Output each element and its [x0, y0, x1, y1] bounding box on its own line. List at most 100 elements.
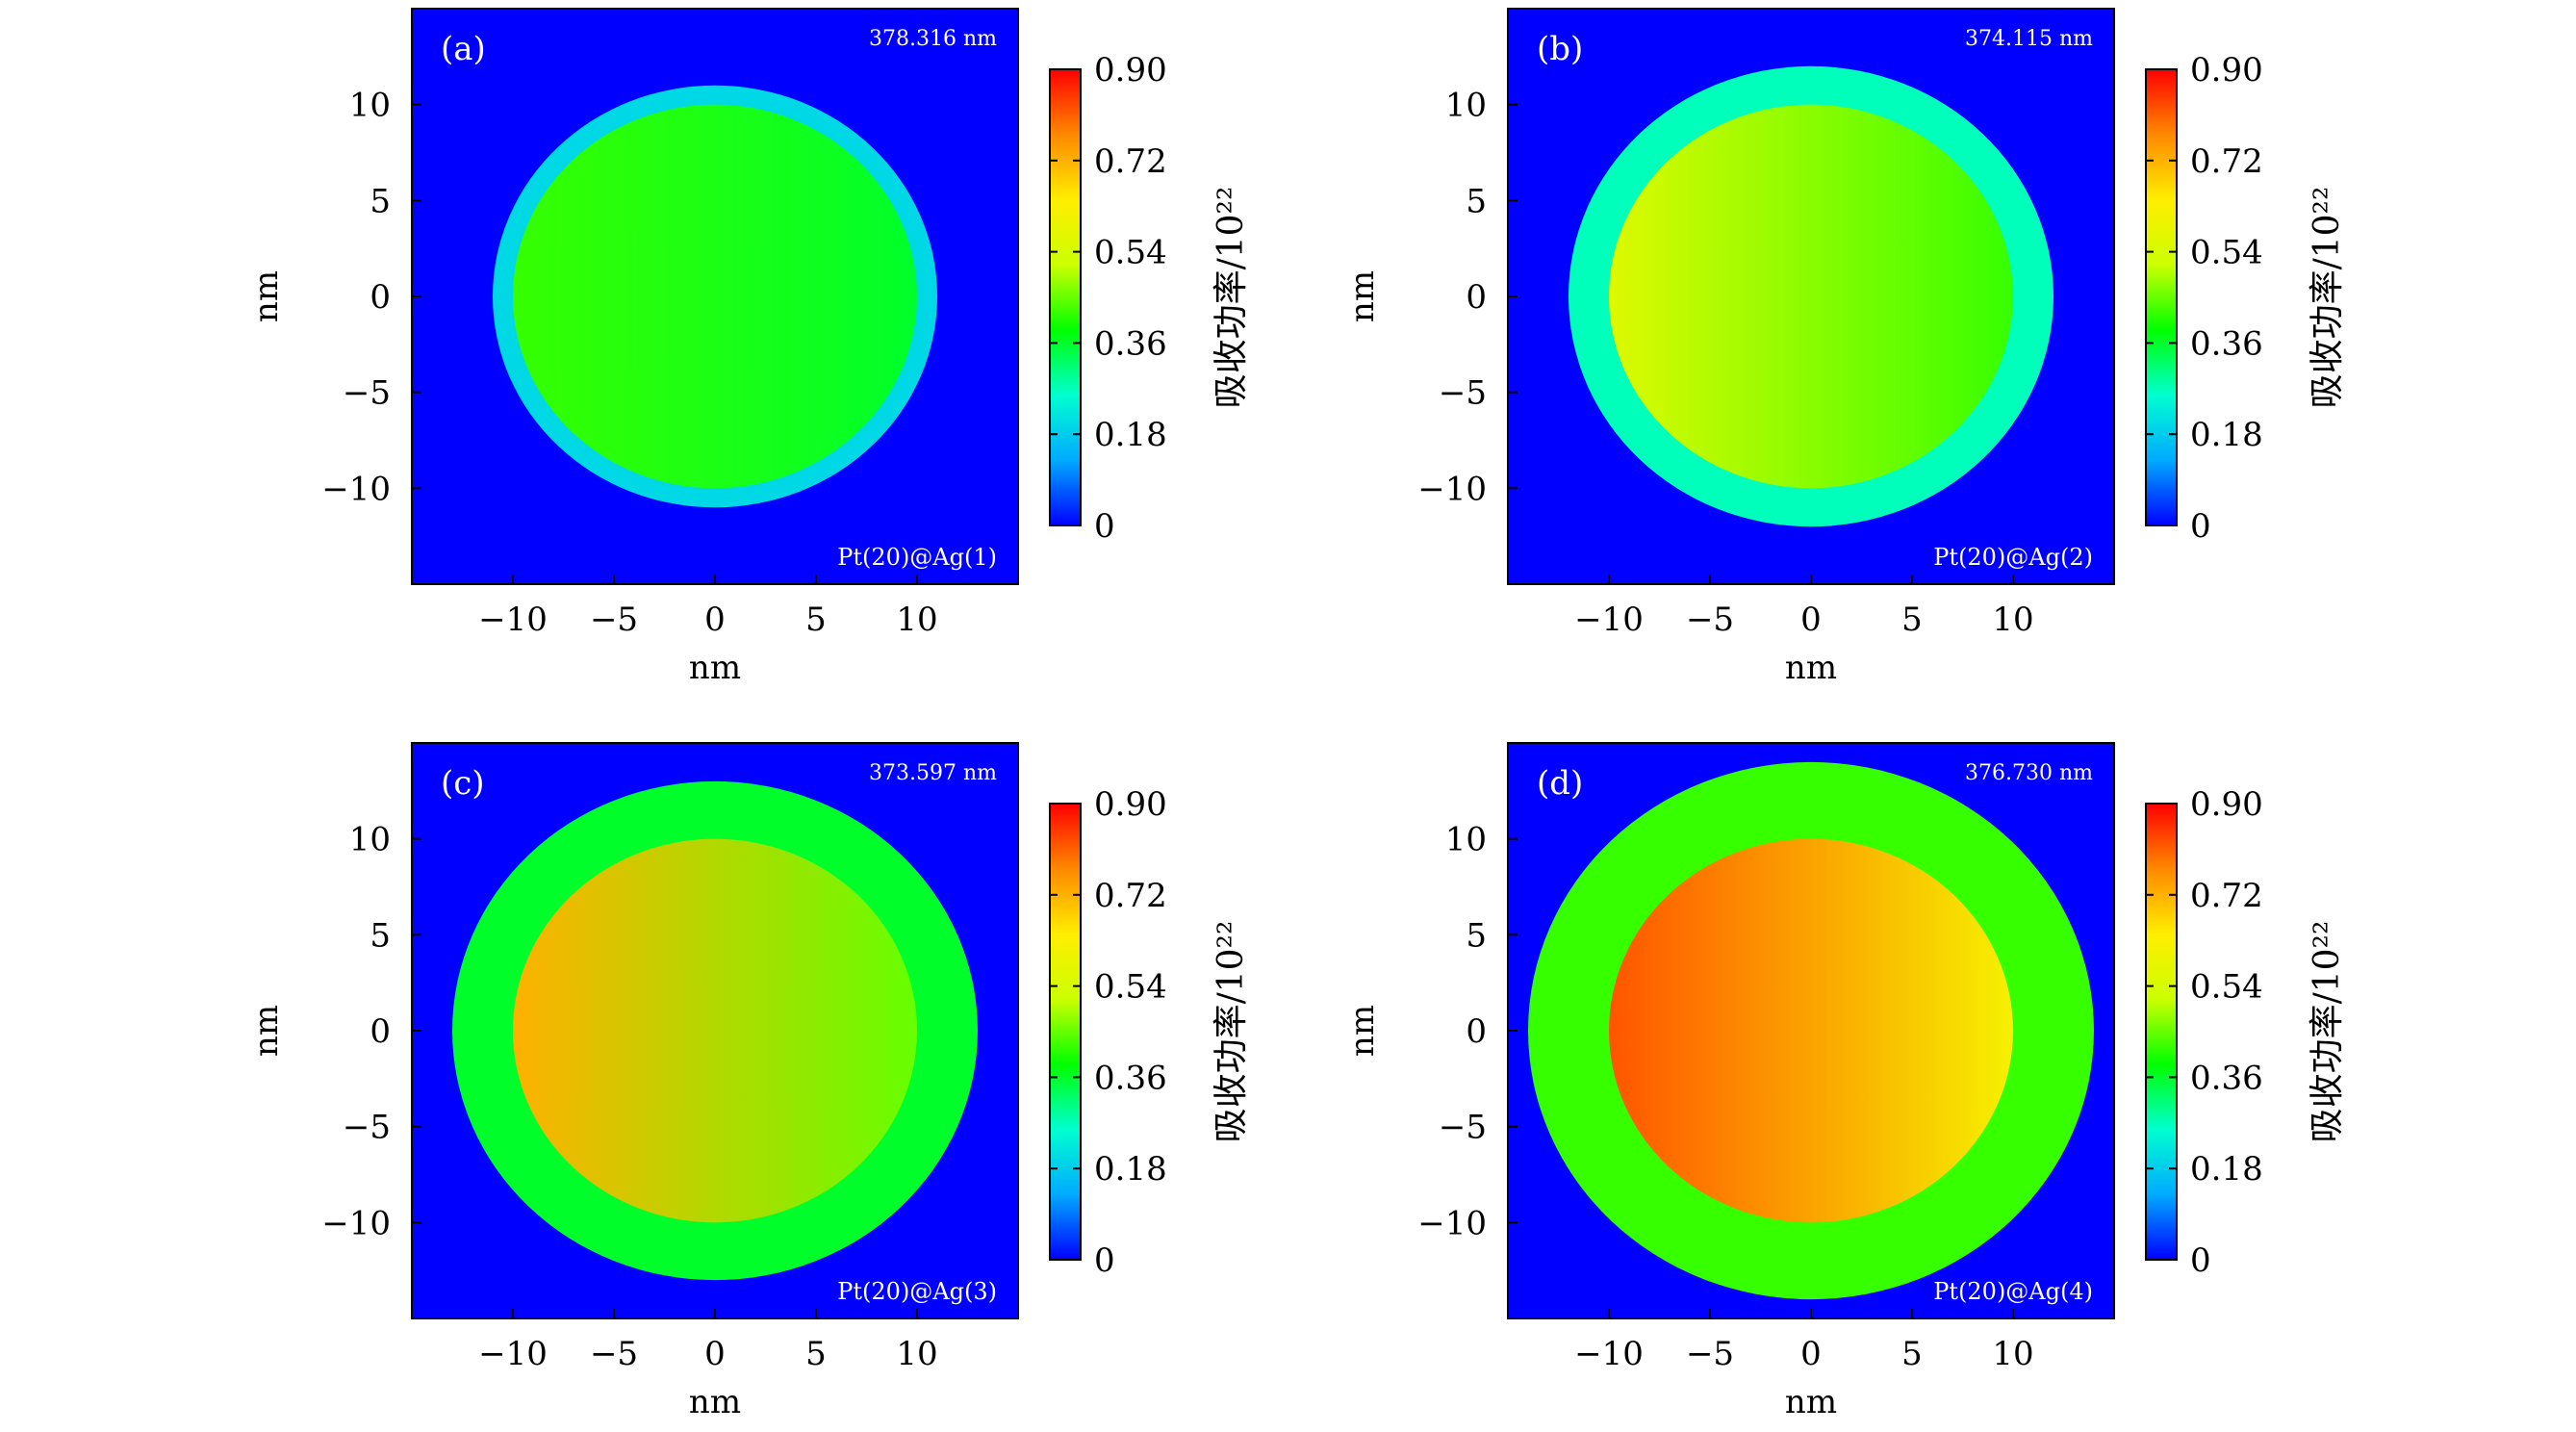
y-tick-label: 10	[349, 87, 391, 125]
x-tick-label: 10	[1992, 601, 2033, 639]
colorbar-tick-label: 0.72	[2190, 142, 2263, 181]
sample-label: Pt(20)@Ag(2)	[1933, 544, 2093, 571]
wavelength-label: 374.115 nm	[1965, 27, 2093, 51]
y-tick-label: 0	[1466, 1012, 1487, 1051]
panel-label: (c)	[441, 764, 485, 803]
colorbar-tick-label: 0.36	[2190, 324, 2263, 363]
x-axis-label: nm	[689, 649, 741, 687]
colorbar-tick-label: 0.90	[2190, 51, 2263, 90]
colorbar-tick-label: 0	[2190, 1241, 2211, 1280]
x-tick-label: 0	[704, 601, 726, 639]
wavelength-label: 376.730 nm	[1965, 761, 2093, 785]
y-tick-label: 0	[370, 278, 391, 317]
colorbar-tick-label: 0.36	[1094, 1059, 1167, 1097]
heatmap	[412, 9, 1018, 584]
x-tick-label: 0	[1800, 1335, 1822, 1373]
y-tick-label: 5	[370, 916, 391, 955]
core-region	[513, 838, 917, 1223]
x-tick-label: 5	[1901, 1335, 1923, 1373]
x-tick-label: −5	[590, 1335, 638, 1373]
x-tick-label: −10	[478, 601, 548, 639]
colorbar-label: 吸收功率/10²²	[2308, 187, 2347, 409]
colorbar-tick-label: 0.90	[2190, 785, 2263, 824]
x-tick-label: 10	[1992, 1335, 2033, 1373]
x-tick-label: −5	[1686, 601, 1734, 639]
colorbar-tick-label: 0.18	[1094, 1150, 1167, 1189]
sample-label: Pt(20)@Ag(1)	[837, 544, 997, 571]
colorbar-tick-label: 0.36	[1094, 324, 1167, 363]
heatmap	[412, 743, 1018, 1318]
x-tick-label: −10	[1574, 601, 1644, 639]
x-tick-label: 10	[896, 1335, 937, 1373]
y-tick-label: −10	[1417, 470, 1487, 508]
y-tick-label: −10	[321, 1204, 391, 1242]
y-tick-label: 10	[1445, 87, 1487, 125]
y-tick-label: 10	[349, 821, 391, 859]
colorbar-tick-label: 0	[1094, 1241, 1115, 1280]
colorbar-tick-label: 0.54	[2190, 234, 2263, 272]
panel-a: (a) 378.316 nm Pt(20)@Ag(1) −10 −5 0 5 10 −10 −5 0…	[247, 8, 1251, 687]
x-axis-label: nm	[689, 1383, 741, 1421]
colorbar-tick-label: 0.36	[2190, 1059, 2263, 1097]
x-tick-label: −10	[478, 1335, 548, 1373]
colorbar-tick-label: 0.18	[1094, 416, 1167, 454]
y-tick-label: 5	[1466, 182, 1487, 220]
panel-b: (b) 374.115 nm Pt(20)@Ag(2) −10 −5 0 5 10 −10 −5 0…	[1343, 8, 2347, 687]
heatmap	[1508, 743, 2114, 1318]
colorbar-tick-label: 0.72	[1094, 142, 1167, 181]
x-axis-label: nm	[1785, 649, 1837, 687]
y-axis-label: nm	[1343, 1005, 1382, 1057]
colorbar-tick-label: 0	[1094, 507, 1115, 546]
colorbar-tick-label: 0	[2190, 507, 2211, 546]
colorbar	[2145, 68, 2178, 526]
colorbar-label: 吸收功率/10²²	[1211, 921, 1251, 1143]
x-tick-label: 10	[896, 601, 937, 639]
core-region	[1609, 104, 2013, 489]
y-axis-label: nm	[247, 1005, 286, 1057]
sample-label: Pt(20)@Ag(3)	[837, 1278, 997, 1305]
y-tick-label: 5	[1466, 916, 1487, 955]
core-region	[1609, 838, 2013, 1223]
colorbar-tick-label: 0.90	[1094, 785, 1167, 824]
panel-label: (b)	[1537, 30, 1583, 68]
core-region	[513, 104, 917, 489]
y-tick-label: −5	[343, 374, 391, 413]
y-tick-label: 10	[1445, 821, 1487, 859]
colorbar	[2145, 803, 2178, 1261]
colorbar	[1049, 68, 1082, 526]
y-tick-label: −5	[1439, 374, 1487, 413]
colorbar-tick-label: 0.54	[1094, 234, 1167, 272]
x-axis-label: nm	[1785, 1383, 1837, 1421]
colorbar-tick-label: 0.18	[2190, 416, 2263, 454]
colorbar-tick-label: 0.18	[2190, 1150, 2263, 1189]
heatmap	[1508, 9, 2114, 584]
colorbar-tick-label: 0.54	[1094, 968, 1167, 1007]
y-axis-label: nm	[1343, 270, 1382, 322]
panel-d: (d) 376.730 nm Pt(20)@Ag(4) −10 −5 0 5 10 −10 −5 0…	[1343, 742, 2347, 1421]
colorbar-tick-label: 0.90	[1094, 51, 1167, 90]
y-tick-label: 0	[370, 1012, 391, 1051]
colorbar-label: 吸收功率/10²²	[1211, 187, 1251, 409]
x-tick-label: 5	[1901, 601, 1923, 639]
panel-label: (a)	[441, 30, 486, 68]
x-tick-label: −10	[1574, 1335, 1644, 1373]
x-tick-label: −5	[1686, 1335, 1734, 1373]
x-tick-label: 5	[805, 1335, 827, 1373]
wavelength-label: 373.597 nm	[869, 761, 997, 785]
panel-label: (d)	[1537, 764, 1583, 803]
sample-label: Pt(20)@Ag(4)	[1933, 1278, 2093, 1305]
colorbar	[1049, 803, 1082, 1261]
colorbar-tick-label: 0.72	[1094, 877, 1167, 915]
y-tick-label: 0	[1466, 278, 1487, 317]
x-tick-label: 0	[1800, 601, 1822, 639]
colorbar-tick-label: 0.72	[2190, 877, 2263, 915]
x-tick-label: 0	[704, 1335, 726, 1373]
y-tick-label: 5	[370, 182, 391, 220]
y-tick-label: −10	[1417, 1204, 1487, 1242]
y-tick-label: −10	[321, 470, 391, 508]
x-tick-label: −5	[590, 601, 638, 639]
y-axis-label: nm	[247, 270, 286, 322]
wavelength-label: 378.316 nm	[869, 27, 997, 51]
y-tick-label: −5	[343, 1109, 391, 1147]
